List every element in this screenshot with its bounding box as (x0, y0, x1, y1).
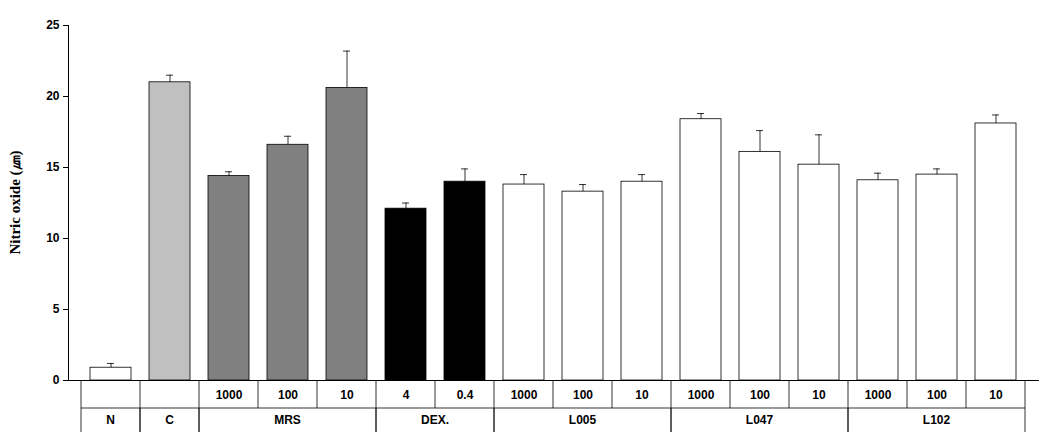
svg-text:1000: 1000 (511, 388, 538, 402)
svg-text:Nitric oxide (㎛): Nitric oxide (㎛) (7, 150, 24, 254)
svg-text:DEX.: DEX. (421, 413, 449, 427)
svg-text:MRS: MRS (274, 413, 301, 427)
svg-text:15: 15 (46, 160, 60, 174)
svg-text:5: 5 (53, 302, 60, 316)
svg-text:4: 4 (403, 388, 410, 402)
svg-text:1000: 1000 (216, 388, 243, 402)
svg-text:L005: L005 (569, 413, 597, 427)
svg-text:20: 20 (46, 89, 60, 103)
svg-text:100: 100 (573, 388, 593, 402)
svg-text:10: 10 (635, 388, 649, 402)
svg-text:0: 0 (53, 373, 60, 387)
svg-text:0.4: 0.4 (457, 388, 474, 402)
svg-text:1000: 1000 (865, 388, 892, 402)
svg-text:10: 10 (340, 388, 354, 402)
svg-text:25: 25 (46, 18, 60, 32)
svg-text:100: 100 (927, 388, 947, 402)
svg-text:10: 10 (812, 388, 826, 402)
svg-text:L047: L047 (746, 413, 774, 427)
svg-text:N: N (106, 413, 115, 427)
svg-text:100: 100 (750, 388, 770, 402)
svg-text:10: 10 (989, 388, 1003, 402)
svg-text:L102: L102 (923, 413, 951, 427)
svg-text:100: 100 (278, 388, 298, 402)
svg-text:10: 10 (46, 231, 60, 245)
svg-text:C: C (165, 413, 174, 427)
svg-text:1000: 1000 (688, 388, 715, 402)
